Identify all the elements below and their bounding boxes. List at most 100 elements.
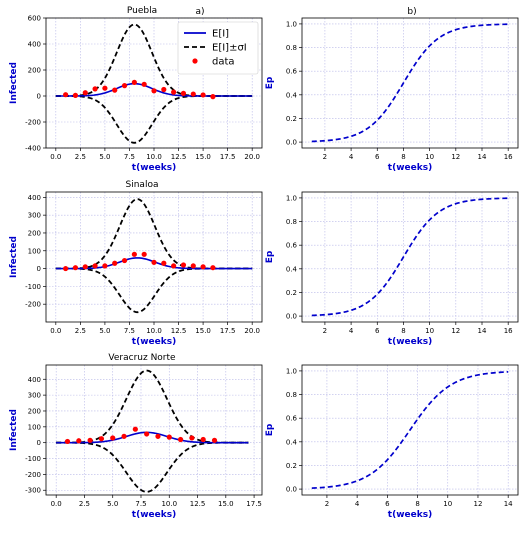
data-point [166, 434, 172, 440]
x-tick-label: 2.5 [75, 327, 86, 335]
x-tick-label: 2 [325, 500, 329, 508]
data-point [63, 92, 69, 98]
x-tick-label: 20.0 [244, 327, 260, 335]
y-tick-label: 600 [28, 15, 41, 23]
x-tick-label: 2 [323, 327, 327, 335]
x-axis-label: t(weeks) [132, 163, 176, 173]
x-tick-label: 4 [349, 327, 354, 335]
panel-b-label: b) [407, 7, 416, 17]
y-tick-label: 0.0 [286, 139, 297, 147]
x-tick-label: 4 [349, 153, 354, 161]
chart-title: Veracruz Norte [108, 353, 176, 363]
data-point [200, 264, 206, 270]
data-point [180, 90, 187, 96]
data-point [190, 91, 196, 97]
chart-panel-1: 0.0 2.5 5.0 7.5 10.0 12.5 15.0 17.5 20.0 -400 -200… [9, 6, 263, 173]
lower-band-line [56, 441, 249, 493]
y-axis-label: Infected [9, 62, 19, 104]
x-tick-label: 8 [415, 500, 419, 508]
data-point [210, 94, 216, 100]
data-point [200, 92, 206, 98]
data-point [121, 83, 128, 89]
y-axis-label: Infected [9, 409, 19, 451]
y-tick-label: 0.4 [286, 265, 298, 273]
mean-line [56, 431, 249, 444]
data-point [92, 86, 98, 92]
data-point [121, 257, 128, 264]
chart-panel-5: 0.0 2.5 5.0 7.5 10.0 12.5 15.0 17.5 -300 -200 -100… [9, 353, 263, 520]
ep-line [311, 371, 509, 489]
lower-band-line [55, 267, 253, 314]
x-tick-label: 12 [451, 327, 460, 335]
x-tick-label: 8 [401, 153, 405, 161]
x-tick-label: 0.0 [50, 153, 61, 161]
x-tick-label: 10 [425, 153, 434, 161]
y-tick-label: 0.6 [286, 415, 298, 423]
x-tick-label: 12 [451, 153, 460, 161]
ep-line [311, 197, 509, 317]
y-tick-label: 400 [28, 376, 41, 384]
y-tick-label: 0.2 [286, 289, 297, 297]
y-tick-label: 400 [28, 41, 41, 49]
y-tick-label: -200 [25, 471, 41, 479]
y-tick-label: 0.8 [286, 44, 297, 52]
x-tick-label: 16 [504, 153, 513, 161]
legend-entry: E[I]±σI [212, 43, 247, 54]
y-tick-label: 0.8 [286, 218, 297, 226]
x-tick-label: 14 [478, 327, 487, 335]
data-point [180, 262, 187, 268]
x-tick-label: 0.0 [50, 327, 61, 335]
data-point [131, 79, 137, 85]
y-tick-label: 100 [28, 247, 41, 255]
x-axis-label: t(weeks) [132, 510, 176, 520]
x-tick-label: 17.5 [220, 153, 236, 161]
data-point [190, 263, 196, 269]
x-axis-label: t(weeks) [388, 510, 432, 520]
data-point [151, 88, 157, 94]
data-point [161, 260, 167, 266]
data-point [87, 437, 93, 443]
data-point [131, 251, 137, 257]
legend: E[I] E[I]±σI data [177, 21, 259, 75]
data-point [64, 438, 71, 445]
x-tick-label: 10.0 [146, 153, 162, 161]
plot-frame [301, 17, 519, 149]
data-point [161, 86, 167, 93]
upper-band-line [55, 198, 253, 270]
data-point [141, 251, 147, 257]
y-tick-label: 0.0 [286, 486, 297, 494]
data-point [82, 264, 88, 270]
y-tick-label: 0.2 [286, 462, 297, 470]
y-tick-label: 0.0 [286, 313, 297, 321]
data-point [72, 92, 79, 98]
data-point [102, 263, 108, 269]
x-axis-label: t(weeks) [388, 163, 432, 173]
x-tick-label: 12 [474, 500, 483, 508]
y-tick-label: 100 [28, 423, 41, 431]
x-tick-label: 5.0 [99, 153, 110, 161]
data-point [112, 260, 118, 266]
chart-panel-3: 0.0 2.5 5.0 7.5 10.0 12.5 15.0 17.5 20.0 -200 -100… [9, 180, 263, 347]
x-tick-label: 6 [375, 153, 380, 161]
y-tick-label: 0.4 [286, 438, 298, 446]
data-point [63, 265, 69, 272]
data-point [76, 438, 82, 444]
x-tick-label: 16 [504, 327, 513, 335]
x-tick-label: 15.0 [195, 153, 211, 161]
y-axis-label: Ep [265, 423, 275, 436]
data-point [121, 433, 127, 439]
y-tick-label: 1.0 [286, 194, 297, 202]
x-tick-label: 5.0 [107, 500, 118, 508]
y-tick-label: 0.6 [286, 242, 298, 250]
data-point [72, 265, 79, 271]
x-tick-label: 10 [443, 500, 452, 508]
chart-panel-6: 2 4 6 8 10 12 14 0.0 0.2 0.4 0.6 0.8 1.0 t(weeks) Ep [265, 364, 519, 520]
x-tick-label: 10.0 [146, 327, 162, 335]
y-tick-label: -300 [25, 487, 41, 495]
y-tick-label: -100 [25, 455, 41, 463]
x-tick-label: 12.5 [171, 153, 187, 161]
legend-data-swatch [192, 58, 198, 64]
x-tick-label: 7.5 [124, 153, 135, 161]
chart-title: Sinaloa [126, 180, 159, 190]
data-point [92, 263, 98, 269]
